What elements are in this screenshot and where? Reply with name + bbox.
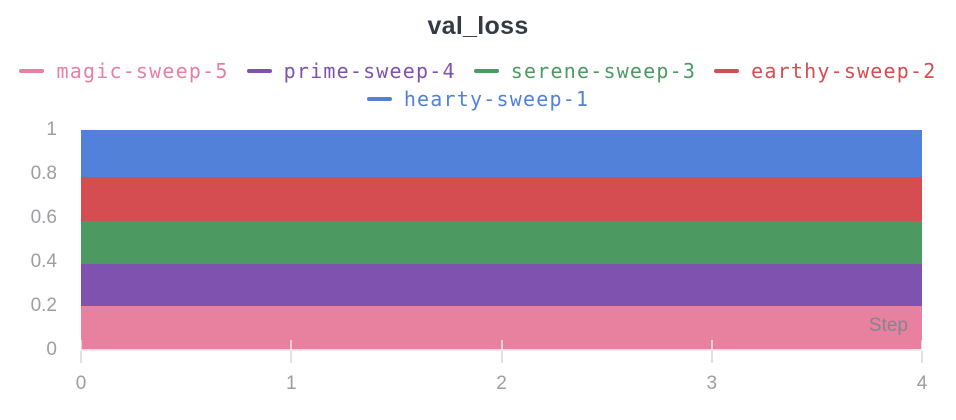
legend-line-icon (366, 96, 392, 101)
x-tick-label: 0 (75, 373, 87, 394)
x-tick-label: 2 (496, 373, 507, 394)
series-band-hearty-sweep-1 (81, 130, 922, 178)
series-band-prime-sweep-4 (81, 264, 922, 306)
x-tick-mark (290, 340, 293, 350)
x-axis-title: Step (868, 315, 908, 336)
y-tick-label: 1 (46, 119, 57, 140)
legend-label: magic-sweep-5 (56, 58, 229, 83)
x-tick-mark (290, 351, 293, 363)
legend-line-icon (246, 68, 272, 73)
y-tick-label: 0.8 (30, 163, 57, 184)
legend-item-serene-sweep-3[interactable]: serene-sweep-3 (473, 57, 697, 84)
legend-item-hearty-sweep-1[interactable]: hearty-sweep-1 (366, 85, 590, 112)
legend-item-prime-sweep-4[interactable]: prime-sweep-4 (246, 57, 456, 84)
x-tick-label: 4 (916, 373, 928, 394)
legend-item-earthy-sweep-2[interactable]: earthy-sweep-2 (714, 57, 936, 84)
x-tick-mark (710, 340, 713, 350)
legend-item-magic-sweep-5[interactable]: magic-sweep-5 (19, 57, 228, 84)
legend-label: hearty-sweep-1 (403, 86, 590, 111)
x-tick-mark (921, 340, 923, 350)
x-tick-mark (710, 351, 713, 363)
x-tick-label: 3 (706, 373, 718, 394)
y-tick-label: 0.2 (30, 295, 57, 316)
legend-line-icon (19, 68, 45, 73)
y-tick-label: 0.4 (30, 251, 57, 272)
legend-label: earthy-sweep-2 (751, 58, 937, 83)
x-tick-mark (80, 351, 82, 363)
legend-line-icon (714, 68, 740, 73)
x-tick-mark (500, 351, 503, 363)
x-tick-mark (80, 340, 82, 350)
y-tick-label: 0.6 (30, 207, 57, 228)
x-axis-line (81, 349, 922, 351)
y-tick-label: 0 (46, 339, 57, 360)
x-tick-mark (500, 340, 503, 350)
chart-title: val_loss (427, 12, 529, 40)
series-band-serene-sweep-3 (81, 221, 922, 265)
legend: magic-sweep-5 prime-sweep-4 serene-sweep-3… (0, 57, 956, 112)
plot-area[interactable] (81, 130, 922, 350)
legend-label: serene-sweep-3 (510, 58, 697, 83)
series-band-earthy-sweep-2 (81, 177, 922, 222)
legend-line-icon (473, 68, 499, 73)
x-tick-mark (921, 351, 923, 363)
x-tick-label: 1 (285, 373, 297, 394)
legend-label: prime-sweep-4 (283, 58, 456, 83)
